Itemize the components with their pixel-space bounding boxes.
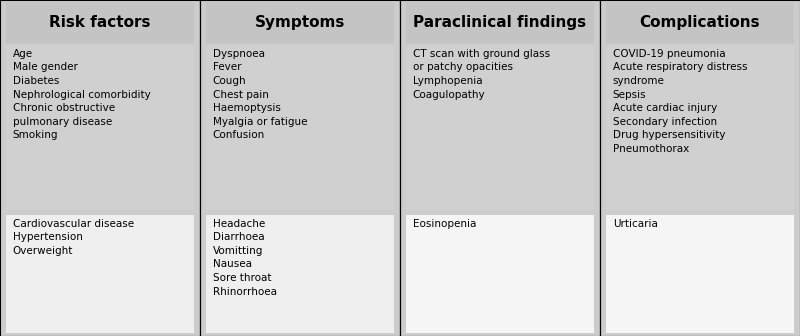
Text: Risk factors: Risk factors: [50, 15, 150, 30]
Text: Urticaria: Urticaria: [613, 218, 658, 228]
Bar: [206, 215, 394, 333]
Bar: [6, 1, 194, 44]
Text: COVID-19 pneumonia
Acute respiratory distress
syndrome
Sepsis
Acute cardiac inju: COVID-19 pneumonia Acute respiratory dis…: [613, 49, 747, 154]
Bar: [206, 45, 394, 210]
Text: Age
Male gender
Diabetes
Nephrological comorbidity
Chronic obstructive
pulmonary: Age Male gender Diabetes Nephrological c…: [13, 49, 150, 140]
Text: CT scan with ground glass
or patchy opacities
Lymphopenia
Coagulopathy: CT scan with ground glass or patchy opac…: [413, 49, 550, 99]
Text: Dyspnoea
Fever
Cough
Chest pain
Haemoptysis
Myalgia or fatigue
Confusion: Dyspnoea Fever Cough Chest pain Haemopty…: [213, 49, 307, 140]
Bar: [200, 0, 400, 336]
Text: Cardiovascular disease
Hypertension
Overweight: Cardiovascular disease Hypertension Over…: [13, 218, 134, 256]
Bar: [606, 215, 794, 333]
Bar: [606, 1, 794, 44]
Text: Paraclinical findings: Paraclinical findings: [414, 15, 586, 30]
Bar: [600, 0, 800, 336]
Text: Eosinopenia: Eosinopenia: [413, 218, 476, 228]
Bar: [406, 45, 594, 210]
Bar: [606, 45, 794, 210]
Text: Complications: Complications: [640, 15, 760, 30]
Bar: [206, 1, 394, 44]
Bar: [6, 45, 194, 210]
Bar: [406, 215, 594, 333]
Bar: [406, 1, 594, 44]
Bar: [0, 0, 200, 336]
Text: Headache
Diarrhoea
Vomitting
Nausea
Sore throat
Rhinorrhoea: Headache Diarrhoea Vomitting Nausea Sore…: [213, 218, 277, 297]
Bar: [6, 215, 194, 333]
Text: Symptoms: Symptoms: [255, 15, 345, 30]
Bar: [400, 0, 600, 336]
